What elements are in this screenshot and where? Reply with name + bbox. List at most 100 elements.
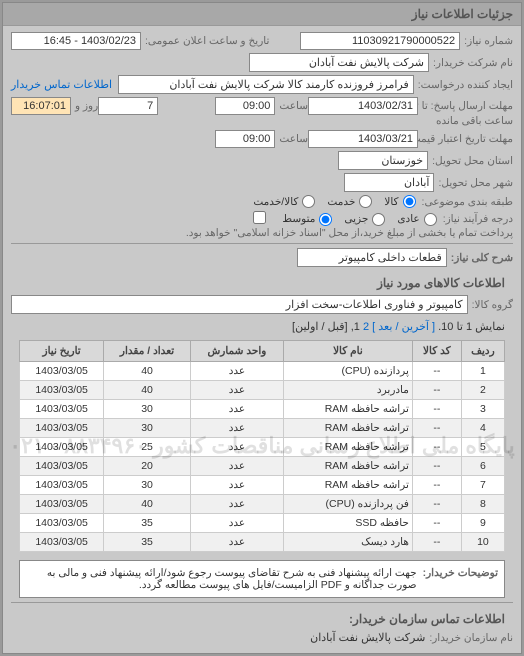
col-qty: تعداد / مقدار bbox=[104, 341, 191, 362]
pri-medium-radio[interactable]: متوسط bbox=[282, 213, 334, 226]
org-name-field: شرکت پالایش نفت آبادان bbox=[310, 631, 425, 644]
items-table-wrap: پایگاه ملی اطلاع رسانی مناقصات کشور ۸۸۳۴… bbox=[11, 336, 513, 556]
cell-r: 9 bbox=[461, 514, 504, 533]
cell-unit: عدد bbox=[190, 495, 283, 514]
pri-normal-radio[interactable]: عادی bbox=[397, 213, 438, 226]
delivery-city-label: شهر محل تحویل: bbox=[434, 177, 513, 189]
announce-field: 1403/02/23 - 16:45 bbox=[11, 32, 141, 50]
pager-last[interactable]: [ آخرین / bbox=[395, 321, 435, 333]
table-row: 9--حافظه SSDعدد351403/03/05 bbox=[20, 514, 505, 533]
cell-qty: 30 bbox=[104, 400, 191, 419]
buyer-note-box: توضیحات خریدار: جهت ارائه پیشنهاد فنی به… bbox=[19, 560, 505, 598]
cell-name: تراشه حافظه RAM bbox=[283, 476, 412, 495]
panel-title: جزئیات اطلاعات نیاز bbox=[3, 3, 521, 26]
form-body: شماره نیاز: 11030921790000522 تاریخ و سا… bbox=[3, 26, 521, 653]
col-unit: واحد شمارش bbox=[190, 341, 283, 362]
pri-urgent-radio[interactable]: جزیی bbox=[344, 213, 387, 226]
time-label-1: ساعت bbox=[275, 100, 308, 112]
remain-label: ساعت باقی مانده bbox=[432, 115, 513, 127]
buyer-contact-link[interactable]: اطلاعات تماس خریدار bbox=[11, 78, 112, 91]
cell-date: 1403/03/05 bbox=[20, 514, 104, 533]
pager-next[interactable]: بعد ] bbox=[372, 321, 392, 333]
days-label: روز و bbox=[71, 100, 98, 112]
package-radio-group: کالا خدمت کالا/خدمت bbox=[253, 195, 417, 208]
buyer-name-field: شرکت پالایش نفت آبادان bbox=[249, 53, 429, 72]
cell-qty: 30 bbox=[104, 476, 191, 495]
cell-date: 1403/03/05 bbox=[20, 362, 104, 381]
deadline-time-field: 09:00 bbox=[215, 97, 275, 115]
col-date: تاریخ نیاز bbox=[20, 341, 104, 362]
cell-date: 1403/03/05 bbox=[20, 438, 104, 457]
cell-qty: 40 bbox=[104, 362, 191, 381]
cell-name: مادربرد bbox=[283, 381, 412, 400]
validity-label: مهلت تاریخ اعتبار قیمت: تا تاریخ: bbox=[418, 133, 513, 145]
cell-r: 6 bbox=[461, 457, 504, 476]
general-desc-field: قطعات داخلی کامپیوتر bbox=[297, 248, 447, 267]
buyer-name-label: نام شرکت خریدار: bbox=[429, 57, 513, 69]
cell-date: 1403/03/05 bbox=[20, 419, 104, 438]
package-label: طبقه بندی موضوعی: bbox=[418, 196, 513, 208]
pager-p2[interactable]: 2 bbox=[363, 321, 369, 333]
cell-name: تراشه حافظه RAM bbox=[283, 438, 412, 457]
cell-name: تراشه حافظه RAM bbox=[283, 419, 412, 438]
cell-qty: 25 bbox=[104, 438, 191, 457]
pager-first: [قبل / اولین] bbox=[292, 321, 348, 333]
cell-code: -- bbox=[412, 438, 461, 457]
delivery-city-field: آبادان bbox=[344, 173, 434, 192]
cell-code: -- bbox=[412, 495, 461, 514]
remain-field: 16:07:01 bbox=[11, 97, 71, 115]
cell-code: -- bbox=[412, 419, 461, 438]
buyer-note-label: توضیحات خریدار: bbox=[417, 567, 498, 591]
cell-qty: 20 bbox=[104, 457, 191, 476]
cell-qty: 40 bbox=[104, 495, 191, 514]
cell-r: 3 bbox=[461, 400, 504, 419]
items-table: ردیف کد کالا نام کالا واحد شمارش تعداد /… bbox=[19, 340, 505, 552]
cell-r: 1 bbox=[461, 362, 504, 381]
requester-label: ایجاد کننده درخواست: bbox=[414, 79, 513, 91]
req-no-label: شماره نیاز: bbox=[460, 35, 513, 47]
cell-qty: 35 bbox=[104, 533, 191, 552]
cell-code: -- bbox=[412, 514, 461, 533]
cell-date: 1403/03/05 bbox=[20, 457, 104, 476]
cell-r: 8 bbox=[461, 495, 504, 514]
cell-date: 1403/03/05 bbox=[20, 495, 104, 514]
col-name: نام کالا bbox=[283, 341, 412, 362]
cell-unit: عدد bbox=[190, 457, 283, 476]
table-row: 10--هارد دیسکعدد351403/03/05 bbox=[20, 533, 505, 552]
cell-date: 1403/03/05 bbox=[20, 381, 104, 400]
table-row: 4--تراشه حافظه RAMعدد301403/03/05 bbox=[20, 419, 505, 438]
validity-time-field: 09:00 bbox=[215, 130, 275, 148]
cell-code: -- bbox=[412, 457, 461, 476]
cell-date: 1403/03/05 bbox=[20, 400, 104, 419]
buyer-note-text: جهت ارائه پیشنهاد فنی به شرح تقاضای پیوس… bbox=[26, 567, 417, 591]
details-panel: جزئیات اطلاعات نیاز شماره نیاز: 11030921… bbox=[2, 2, 522, 654]
cell-date: 1403/03/05 bbox=[20, 533, 104, 552]
org-name-label: نام سازمان خریدار: bbox=[425, 632, 513, 644]
delivery-state-field: خوزستان bbox=[338, 151, 428, 170]
table-row: 6--تراشه حافظه RAMعدد201403/03/05 bbox=[20, 457, 505, 476]
delivery-state-label: استان محل تحویل: bbox=[428, 155, 513, 167]
table-row: 2--مادربردعدد401403/03/05 bbox=[20, 381, 505, 400]
cell-unit: عدد bbox=[190, 381, 283, 400]
cell-unit: عدد bbox=[190, 476, 283, 495]
pkg-both-radio[interactable]: کالا/خدمت bbox=[253, 195, 317, 208]
cell-name: فن پردازنده (CPU) bbox=[283, 495, 412, 514]
cell-qty: 30 bbox=[104, 419, 191, 438]
pay-note-check[interactable] bbox=[251, 211, 268, 227]
pkg-service-radio[interactable]: خدمت bbox=[327, 195, 374, 208]
cell-unit: عدد bbox=[190, 419, 283, 438]
cell-unit: عدد bbox=[190, 362, 283, 381]
pkg-goods-radio[interactable]: کالا bbox=[384, 195, 417, 208]
cell-qty: 35 bbox=[104, 514, 191, 533]
validity-date-field: 1403/03/21 bbox=[308, 130, 418, 148]
cell-code: -- bbox=[412, 381, 461, 400]
col-row: ردیف bbox=[461, 341, 504, 362]
req-no-field: 11030921790000522 bbox=[300, 32, 460, 50]
priority-radio-group: عادی جزیی متوسط bbox=[282, 213, 438, 226]
table-row: 1--پردازنده (CPU)عدد401403/03/05 bbox=[20, 362, 505, 381]
cell-name: هارد دیسک bbox=[283, 533, 412, 552]
table-row: 8--فن پردازنده (CPU)عدد401403/03/05 bbox=[20, 495, 505, 514]
cell-code: -- bbox=[412, 362, 461, 381]
cell-name: حافظه SSD bbox=[283, 514, 412, 533]
pager: نمایش 1 تا 10. [ آخرین / بعد ] 2 1, [قبل… bbox=[11, 317, 513, 336]
